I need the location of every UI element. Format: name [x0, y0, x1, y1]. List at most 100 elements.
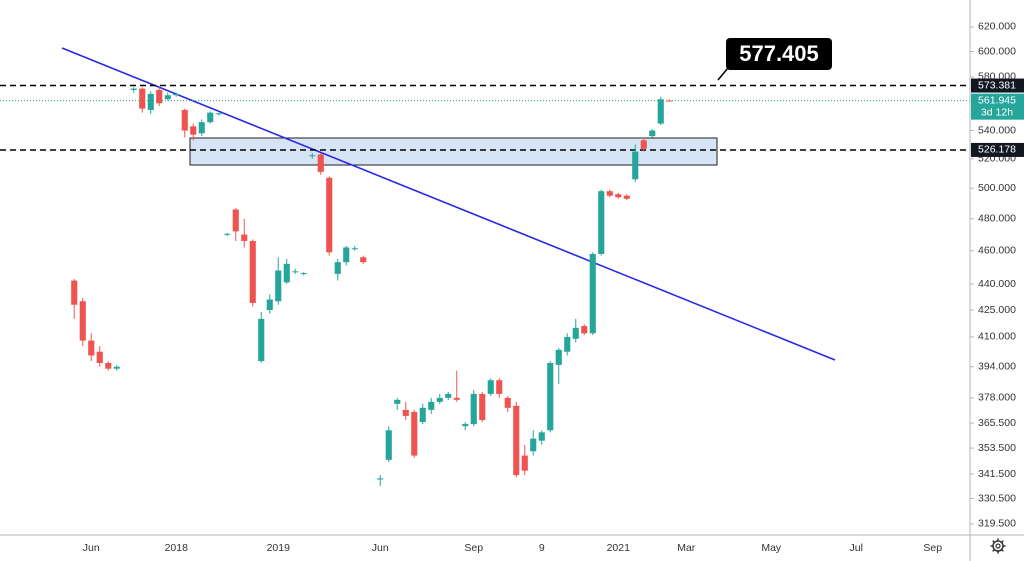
level-label-box	[971, 142, 1024, 157]
x-tick-label: Jun	[83, 542, 100, 554]
candle-body	[657, 99, 664, 124]
candle-body	[334, 262, 341, 274]
candle-body	[445, 393, 452, 398]
candle-body	[181, 109, 188, 131]
candle-body	[666, 100, 673, 102]
x-tick-label: Mar	[677, 542, 696, 554]
candle-body	[113, 366, 120, 369]
axes: 620.000600.000580.000540.000520.000500.0…	[83, 21, 1024, 554]
y-tick-label: 440.000	[978, 278, 1016, 290]
x-tick-label: Sep	[923, 542, 942, 554]
candle-body	[411, 411, 418, 456]
level-label: 573.381	[978, 79, 1016, 91]
candle-body	[326, 177, 333, 253]
candle-body	[88, 340, 95, 356]
candle-body	[530, 438, 537, 452]
candle-body	[147, 93, 154, 110]
y-tick-label: 341.500	[978, 468, 1016, 480]
candle-body	[139, 88, 146, 109]
candle-body	[589, 253, 596, 334]
candle-body	[377, 478, 384, 480]
candle-body	[615, 194, 622, 198]
x-tick-label: May	[761, 542, 782, 554]
last-price-box	[971, 93, 1024, 120]
x-tick-label: 2019	[267, 542, 291, 554]
callout-box	[726, 38, 832, 70]
callout-text: 577.405	[739, 41, 819, 66]
y-tick-label: 378.000	[978, 392, 1016, 404]
candle-body	[360, 257, 367, 263]
callout-pointer	[717, 67, 729, 81]
gear-teeth	[990, 538, 1006, 554]
plot-area	[0, 84, 970, 487]
candle-body	[487, 380, 494, 394]
candle-body	[173, 93, 180, 96]
candle-body	[598, 191, 605, 254]
y-tick-label: 620.000	[978, 21, 1016, 33]
candle-body	[572, 327, 579, 339]
x-tick-label: Jun	[372, 542, 389, 554]
candle-body	[79, 301, 86, 341]
x-tick-label: 2018	[165, 542, 189, 554]
candle-body	[462, 424, 469, 427]
y-tick-label: 353.500	[978, 442, 1016, 454]
candle-body	[343, 247, 350, 263]
support-zone	[189, 137, 718, 166]
candle-body	[623, 195, 630, 199]
candle-body	[300, 273, 307, 275]
candle-body	[436, 397, 443, 402]
candle-body	[504, 397, 511, 408]
candle-body	[521, 455, 528, 471]
y-tick-label: 330.500	[978, 492, 1016, 504]
callout: 577.405	[717, 38, 832, 81]
y-tick-label: 410.000	[978, 331, 1016, 343]
level-label: 526.178	[978, 144, 1016, 156]
y-tick-label: 500.000	[978, 182, 1016, 194]
y-tick-label: 394.000	[978, 361, 1016, 373]
candle-body	[249, 240, 256, 303]
candle-body	[266, 299, 273, 311]
y-tick-label: 425.000	[978, 304, 1016, 316]
candle-body	[215, 113, 222, 115]
candle-body	[419, 407, 426, 423]
x-tick-label: Sep	[464, 542, 483, 554]
settings-icon[interactable]	[990, 538, 1006, 554]
last-price-label: 561.945	[978, 94, 1016, 106]
y-tick-label: 540.000	[978, 124, 1016, 136]
candle-body	[564, 336, 571, 352]
candle-body	[96, 351, 103, 363]
gear-hub	[995, 543, 1001, 549]
candle-body	[632, 151, 639, 180]
candle-body	[156, 89, 163, 104]
candle-body	[232, 209, 239, 232]
candle-body	[224, 233, 231, 235]
x-tick-label: Jul	[850, 542, 863, 554]
candle-body	[241, 234, 248, 241]
candle-body	[428, 401, 435, 410]
candle-body	[207, 112, 214, 123]
candle-body	[105, 362, 112, 369]
y-tick-label: 319.500	[978, 518, 1016, 530]
candle-body	[581, 326, 588, 334]
candle-body	[190, 126, 197, 135]
candle-body	[292, 271, 299, 273]
candle-body	[470, 393, 477, 425]
x-tick-label: 2021	[607, 542, 631, 554]
y-tick-label: 480.000	[978, 213, 1016, 225]
candle-body	[513, 405, 520, 476]
candle-body	[198, 122, 205, 134]
countdown-label: 3d 12h	[981, 106, 1013, 118]
y-tick-label: 365.500	[978, 417, 1016, 429]
candle-body	[71, 280, 78, 305]
candle-body	[649, 130, 656, 137]
candle-body	[640, 140, 647, 149]
candle-body	[453, 397, 460, 400]
trend-line	[61, 47, 836, 361]
x-tick-label: 9	[539, 542, 545, 554]
level-label-box	[971, 78, 1024, 93]
candle-body	[402, 409, 409, 416]
candle-body	[555, 349, 562, 365]
